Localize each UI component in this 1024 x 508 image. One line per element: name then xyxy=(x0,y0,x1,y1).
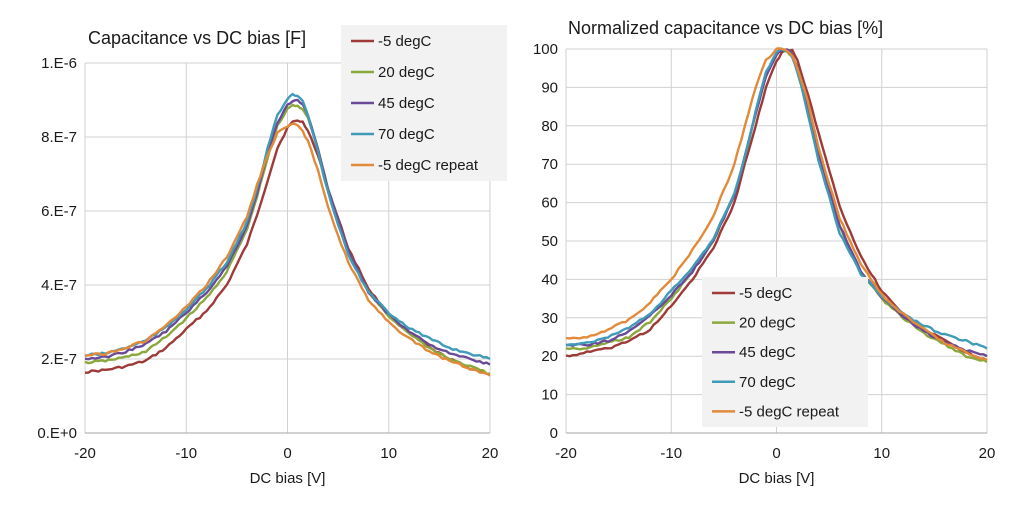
legend-label: 45 degC xyxy=(739,344,796,361)
y-tick-label: 6.E-7 xyxy=(41,203,77,220)
y-tick-label: 20 xyxy=(541,348,558,365)
y-tick-label: 4.E-7 xyxy=(41,277,77,294)
capacitance-chart: Capacitance vs DC bias [F] 0.E+0 2.E-7 4.E… xyxy=(37,25,507,487)
x-tick-label: 10 xyxy=(380,445,397,462)
y-tick-label: 90 xyxy=(541,79,558,96)
legend-label: 20 degC xyxy=(739,315,796,332)
legend-label: -5 degC repeat xyxy=(378,157,479,174)
legend-label: 20 degC xyxy=(378,64,435,81)
series-line xyxy=(565,47,988,350)
legend-label: -5 degC repeat xyxy=(739,403,840,420)
legend-label: -5 degC xyxy=(739,285,793,302)
series-line xyxy=(565,47,988,362)
series-line xyxy=(84,122,491,377)
x-tick-label: -20 xyxy=(555,445,577,462)
legend: -5 degC 20 degC 45 degC 70 degC -5 degC repe… xyxy=(702,277,868,427)
x-tick-label: 10 xyxy=(873,445,890,462)
tick-labels: 0 10 20 30 40 50 60 70 80 90 100 -20 -10 0 10 20 xyxy=(533,41,995,462)
y-tick-label: 50 xyxy=(541,233,558,250)
series-line xyxy=(84,103,491,375)
y-tick-label: 0.E+0 xyxy=(37,425,77,442)
y-tick-label: 60 xyxy=(541,195,558,212)
y-tick-label: 70 xyxy=(541,156,558,173)
y-tick-label: 8.E-7 xyxy=(41,129,77,146)
legend-label: 70 degC xyxy=(739,374,796,391)
chart-title: Capacitance vs DC bias [F] xyxy=(88,28,306,48)
y-tick-label: 30 xyxy=(541,310,558,327)
y-tick-label: 40 xyxy=(541,271,558,288)
legend-label: 70 degC xyxy=(378,126,435,143)
y-tick-label: 10 xyxy=(541,387,558,404)
x-tick-label: 0 xyxy=(772,445,780,462)
legend-label: -5 degC xyxy=(378,33,432,50)
y-tick-label: 1.E-6 xyxy=(41,55,77,72)
series-lines xyxy=(84,92,491,377)
series-line xyxy=(84,98,491,366)
y-tick-label: 100 xyxy=(533,41,558,58)
x-tick-label: -10 xyxy=(660,445,682,462)
x-tick-label: 0 xyxy=(283,445,291,462)
x-tick-label: 20 xyxy=(979,445,996,462)
legend: -5 degC 20 degC 45 degC 70 degC -5 degC repe… xyxy=(341,25,507,181)
tick-labels: 0.E+0 2.E-7 4.E-7 6.E-7 8.E-7 1.E-6 -20 -10 0 10 2… xyxy=(37,55,498,462)
x-tick-label: 20 xyxy=(482,445,499,462)
chart-title: Normalized capacitance vs DC bias [%] xyxy=(568,18,883,38)
grid-lines xyxy=(84,62,491,433)
y-tick-label: 80 xyxy=(541,118,558,135)
x-axis-label: DC bias [V] xyxy=(250,470,326,487)
normalized-capacitance-chart: Normalized capacitance vs DC bias [%] 0 1… xyxy=(533,18,995,487)
series-line xyxy=(565,48,988,358)
x-axis-label: DC bias [V] xyxy=(739,470,815,487)
y-tick-label: 0 xyxy=(550,425,558,442)
series-lines xyxy=(565,47,988,364)
legend-label: 45 degC xyxy=(378,95,435,112)
x-tick-label: -10 xyxy=(175,445,197,462)
y-tick-label: 2.E-7 xyxy=(41,351,77,368)
x-tick-label: -20 xyxy=(74,445,96,462)
